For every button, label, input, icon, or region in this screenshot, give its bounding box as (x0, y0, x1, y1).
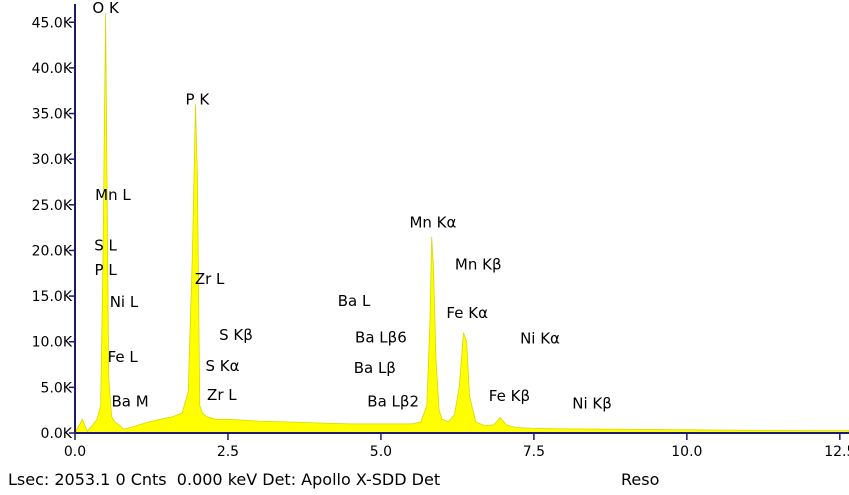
spectrum-fill (74, 13, 849, 434)
y-tick-label: 10.0K (32, 335, 73, 351)
peak-label: Ni Kβ (572, 394, 612, 412)
x-tick-label: 2.5 (217, 444, 239, 460)
x-tick-label: 10.0 (671, 444, 702, 460)
peak-label: P L (95, 261, 118, 279)
x-tick-label: 0.0 (64, 444, 86, 460)
status-text: Lsec: 2053.1 0 Cnts 0.000 keV Det: Apoll… (8, 470, 441, 489)
peak-label: Ba M (111, 393, 148, 411)
y-axis-ticks: 0.0K 5.0K 10.0K 15.0K 20.0K 25.0K 30.0K 35.0K 40… (32, 15, 75, 442)
peak-label: P K (186, 90, 211, 108)
y-tick-label: 15.0K (32, 289, 73, 305)
spectrum-chart: 0.0 2.5 5.0 7.5 10.0 12.5 0.0K 5.0K 10.0K 15.0K 2… (32, 0, 849, 460)
peak-label: Mn Kβ (455, 256, 502, 274)
status-reso: Reso (621, 470, 660, 489)
peak-label: S L (94, 236, 117, 254)
peak-label: Mn Kα (409, 214, 456, 232)
peak-label: Fe Kβ (489, 387, 530, 405)
peak-label: Ni Kα (520, 330, 560, 348)
peak-label: Zr L (195, 270, 225, 288)
x-tick-label: 12.5 (824, 444, 849, 460)
peak-label: S Kα (205, 357, 239, 375)
peak-label: S Kβ (219, 326, 253, 344)
x-axis-ticks: 0.0 2.5 5.0 7.5 10.0 12.5 (64, 433, 849, 460)
peak-label: Ba Lβ2 (367, 393, 419, 411)
peak-annotations: O K P K Mn L S L P L Ni L Fe L Ba M Zr L S Kβ S Kα… (92, 0, 611, 412)
spectrum-area (74, 13, 849, 434)
y-tick-label: 30.0K (32, 152, 73, 168)
y-tick-label: 45.0K (32, 15, 73, 31)
peak-label: Ni L (110, 293, 139, 311)
y-tick-label: 35.0K (32, 107, 73, 123)
peak-label: Zr L (207, 386, 237, 404)
peak-label: O K (92, 0, 120, 17)
peak-label: Mn L (95, 186, 131, 204)
y-tick-label: 40.0K (32, 61, 73, 77)
peak-label: Ba Lβ6 (355, 329, 407, 347)
axes (74, 4, 849, 434)
peak-label: Ba Lβ (354, 359, 396, 377)
x-tick-label: 5.0 (370, 444, 392, 460)
y-tick-label: 5.0K (41, 380, 73, 396)
y-tick-label: 0.0K (41, 426, 73, 442)
x-tick-label: 7.5 (523, 444, 545, 460)
y-tick-label: 25.0K (32, 198, 73, 214)
peak-label: Ba L (338, 292, 371, 310)
peak-label: Fe L (108, 348, 139, 366)
y-tick-label: 20.0K (32, 243, 73, 259)
peak-label: Fe Kα (446, 304, 488, 322)
